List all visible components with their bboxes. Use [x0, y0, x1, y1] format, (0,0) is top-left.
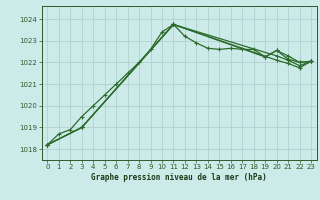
- X-axis label: Graphe pression niveau de la mer (hPa): Graphe pression niveau de la mer (hPa): [91, 173, 267, 182]
